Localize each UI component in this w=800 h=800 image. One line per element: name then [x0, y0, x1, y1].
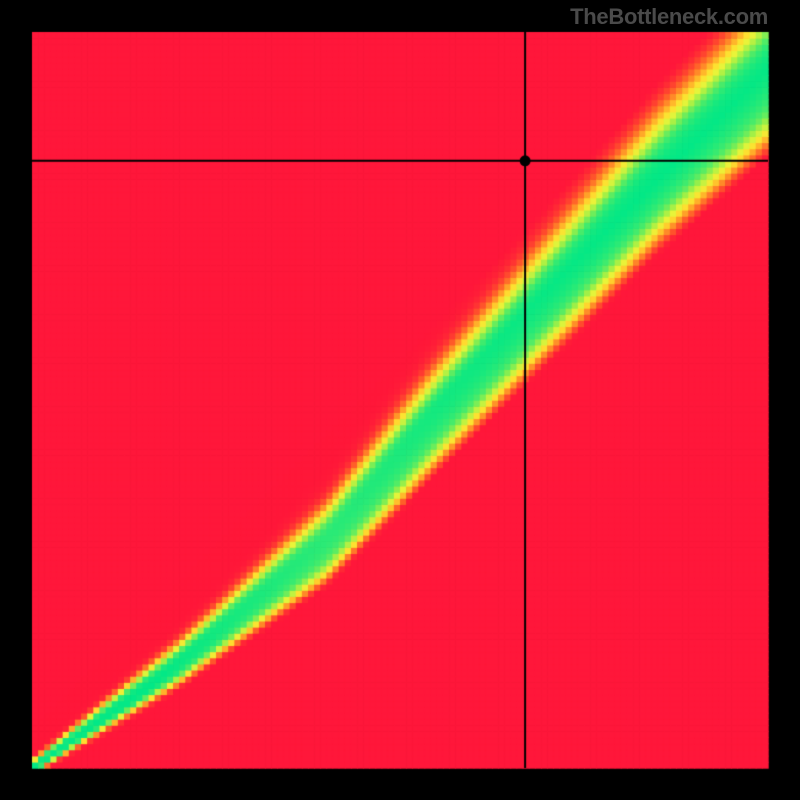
chart-container: TheBottleneck.com: [0, 0, 800, 800]
watermark-text: TheBottleneck.com: [570, 4, 768, 30]
bottleneck-heatmap-canvas: [0, 0, 800, 800]
